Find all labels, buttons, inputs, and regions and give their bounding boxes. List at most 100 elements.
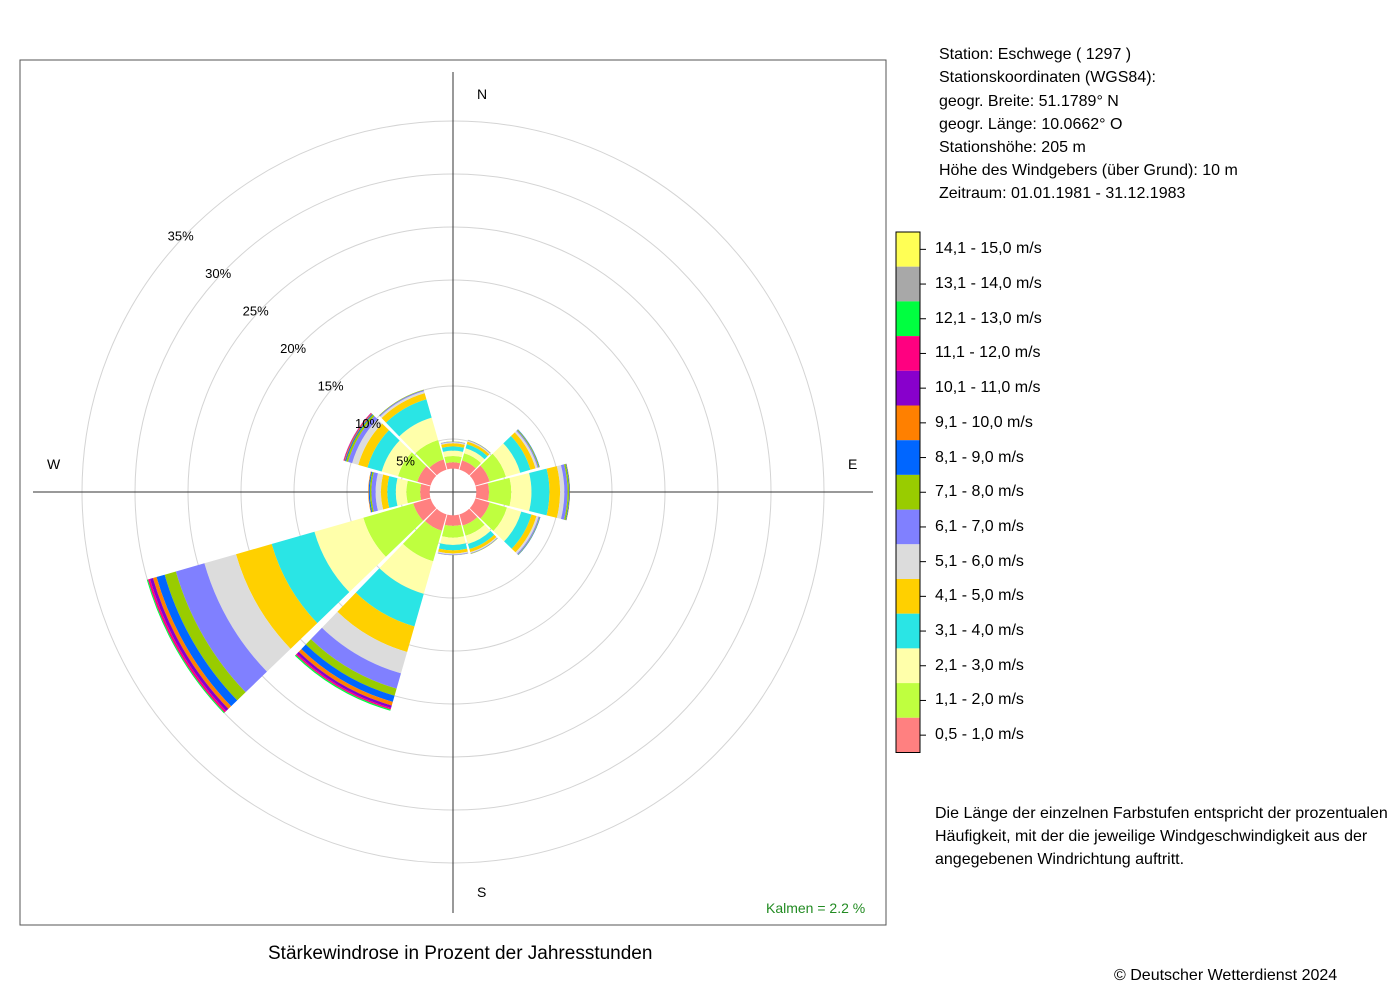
ring-label: 10% — [355, 416, 381, 431]
sector-band — [402, 520, 442, 562]
sector-band — [441, 524, 465, 538]
legend-swatch — [896, 648, 920, 684]
time-period: Zeitraum: 01.01.1981 - 31.12.1983 — [939, 185, 1186, 202]
sector-band — [156, 574, 238, 707]
sector-band — [358, 423, 389, 468]
calm-label: Kalmen = 2.2 % — [766, 900, 865, 916]
sector-band — [465, 524, 491, 544]
sector-band — [381, 440, 412, 477]
compass-e-label: E — [848, 456, 857, 472]
ring-label: 35% — [168, 229, 194, 244]
ring-label: 15% — [318, 379, 344, 394]
legend-swatch — [896, 717, 920, 753]
legend-swatch — [896, 613, 920, 649]
sector-band — [564, 463, 570, 521]
sector-band — [469, 534, 497, 553]
legend-label: 14,1 - 15,0 m/s — [935, 240, 1042, 258]
station-longitude: geogr. Länge: 10.0662° O — [939, 116, 1123, 133]
sector-band — [352, 419, 383, 465]
legend-label: 9,1 - 10,0 m/s — [935, 413, 1033, 431]
sector-band — [487, 477, 512, 507]
sector-band — [443, 450, 463, 458]
legend-label: 11,1 - 12,0 m/s — [935, 344, 1041, 362]
sector-band — [235, 544, 318, 649]
legend-label: 5,1 - 6,0 m/s — [935, 552, 1024, 570]
ring-label: 20% — [280, 341, 306, 356]
compass-n-label: N — [477, 86, 487, 102]
sector-band — [164, 571, 246, 701]
legend-swatch — [896, 301, 920, 337]
sector-band — [441, 446, 465, 452]
speed-legend — [895, 231, 926, 753]
sector-band — [560, 464, 568, 520]
sector-band — [429, 459, 447, 476]
sector-band — [406, 480, 422, 504]
legend-label: 12,1 - 13,0 m/s — [935, 309, 1042, 327]
sector-band — [301, 644, 395, 702]
sector-band — [380, 391, 425, 419]
ring-label: 25% — [243, 304, 269, 319]
station-coordinates-heading: Stationskoordinaten (WGS84): — [939, 69, 1156, 86]
sector-band — [381, 393, 427, 423]
sector-band — [440, 441, 466, 444]
sector-band — [368, 471, 373, 513]
sector-band — [444, 455, 462, 464]
sector-band — [470, 536, 498, 554]
legend-frame — [895, 231, 921, 753]
sector-band — [355, 568, 424, 627]
sector-band — [475, 483, 490, 501]
sector-band — [493, 507, 522, 542]
sector-band — [440, 442, 466, 445]
legend-swatch — [896, 232, 920, 267]
sector-band — [271, 531, 350, 624]
compass-s-label: S — [477, 884, 486, 900]
sector-band — [440, 536, 466, 546]
sector-band — [310, 627, 401, 689]
ring-label: 30% — [205, 266, 231, 281]
legend-label: 4,1 - 5,0 m/s — [935, 587, 1024, 605]
sector-band — [425, 508, 447, 531]
sector-band — [565, 463, 570, 521]
legend-swatch — [896, 266, 920, 302]
sector-band — [337, 592, 415, 652]
sector-band — [437, 552, 469, 556]
sector-band — [348, 416, 378, 464]
legend-label: 6,1 - 7,0 m/s — [935, 517, 1024, 535]
sector-band — [515, 515, 539, 554]
legend-swatch — [896, 440, 920, 475]
sector-band — [437, 553, 469, 556]
description-line: Häufigkeit, mit der die jeweilige Windge… — [935, 828, 1368, 845]
legend-label: 1,1 - 2,0 m/s — [935, 691, 1024, 709]
sector-band — [509, 473, 532, 511]
sector-band — [514, 430, 538, 469]
sector-band — [415, 440, 444, 468]
sector-band — [438, 548, 468, 554]
sector-band — [566, 463, 571, 521]
sector-band — [480, 502, 507, 532]
sector-band — [466, 441, 490, 457]
sector-band — [469, 498, 490, 519]
legend-swatch — [896, 405, 920, 441]
station-latitude: geogr. Breite: 51.1789° N — [939, 93, 1119, 110]
legend-swatch — [896, 544, 920, 579]
sector-band — [445, 462, 461, 470]
sector-band — [467, 530, 495, 550]
legend-swatch — [896, 370, 920, 406]
legend-swatch — [896, 683, 920, 718]
sector-band — [379, 543, 434, 594]
legend-label: 13,1 - 14,0 m/s — [935, 275, 1042, 293]
sector-band — [385, 399, 432, 437]
sector-band — [503, 436, 531, 473]
sector-band — [462, 517, 485, 536]
compass-w-label: W — [47, 456, 61, 472]
legend-swatch — [896, 509, 920, 545]
wind-sectors — [146, 389, 571, 714]
sector-band — [380, 474, 390, 510]
sector-band — [462, 453, 481, 469]
sector-band — [459, 508, 478, 526]
legend-label: 2,1 - 3,0 m/s — [935, 656, 1024, 674]
sector-band — [363, 503, 424, 557]
sector-band — [367, 430, 400, 472]
sector-band — [387, 476, 398, 508]
copyright: © Deutscher Wetterdienst 2024 — [1114, 967, 1338, 984]
